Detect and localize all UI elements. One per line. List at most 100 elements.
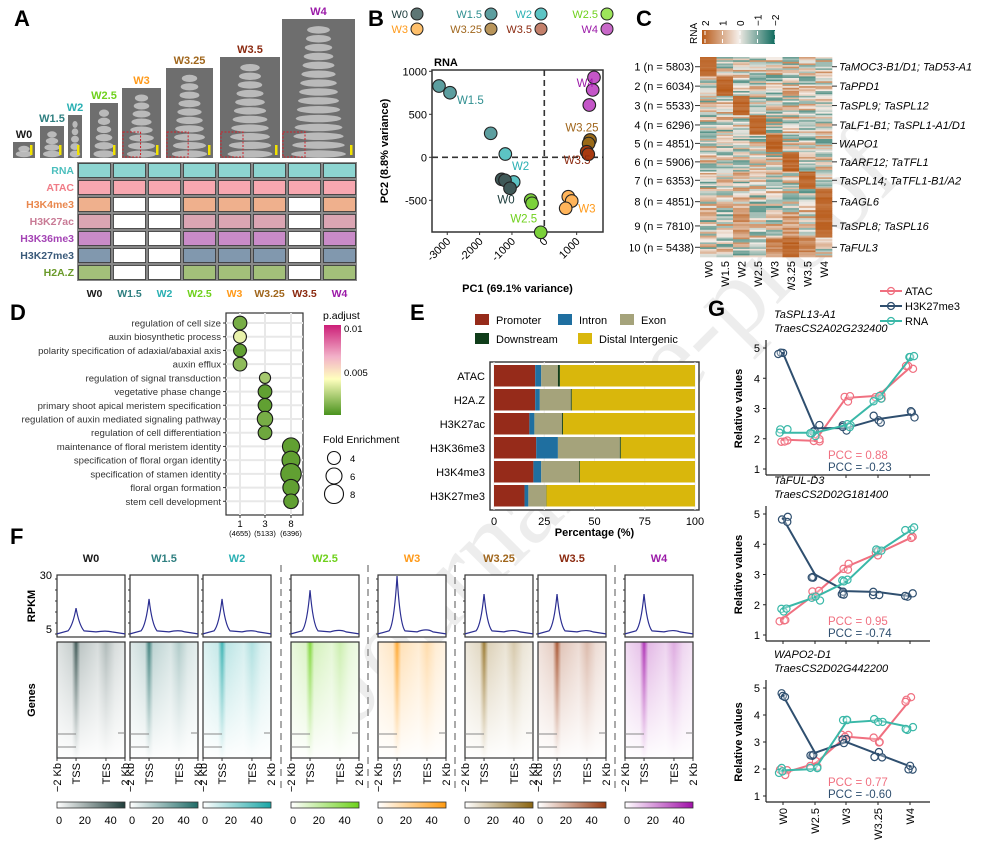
heatmap-cell xyxy=(766,110,783,113)
heatmap-cell xyxy=(749,252,767,255)
cluster-label: 1 (n = 5803) xyxy=(634,62,694,74)
x-tick-sublabel: (4655) xyxy=(229,529,251,538)
heatmap-cell xyxy=(749,247,767,250)
color-legend-bar xyxy=(324,325,341,415)
y-axis-title: PC2 (8.8% variance) xyxy=(379,98,391,203)
heatmap-cell xyxy=(782,218,800,221)
heatmap-cell xyxy=(782,178,800,181)
cluster-label: 3 (n = 5533) xyxy=(634,101,694,113)
heatmap-cell xyxy=(799,197,816,200)
spike-ridge xyxy=(134,94,149,102)
heatmap-cell xyxy=(815,118,833,121)
heatmap-cell xyxy=(733,233,750,236)
scale-bar xyxy=(275,145,278,155)
legend-item-w2-5: W2.5 xyxy=(572,7,614,21)
heatmap-cell xyxy=(749,205,767,209)
heatmap-cell xyxy=(766,92,783,95)
heatmap-cell xyxy=(716,195,734,198)
spike-ridge xyxy=(171,150,208,158)
heatmap-cell xyxy=(766,146,783,149)
spike-ridge xyxy=(176,116,203,124)
heatmap-cell xyxy=(749,187,767,190)
heatmap-cell xyxy=(799,245,816,248)
assay-cell-present xyxy=(148,163,181,178)
heatmap-cell xyxy=(733,141,750,144)
heatmap-cell xyxy=(799,203,816,207)
column-label: W1.5 xyxy=(720,261,732,287)
x-tick-label: -3000 xyxy=(425,236,453,264)
heatmap-cell xyxy=(799,155,816,158)
heatmap-cell xyxy=(799,143,816,146)
assay-cell-present xyxy=(148,180,181,195)
replicate-point-rna xyxy=(806,429,815,438)
heatmap-cell xyxy=(700,160,717,163)
heatmap-cell xyxy=(782,120,800,123)
spike-ridge xyxy=(228,141,272,150)
heatmap-cell xyxy=(733,99,750,101)
heatmap-cell xyxy=(799,73,816,76)
heatmap-cell xyxy=(733,227,750,231)
x-tick-label: TSS xyxy=(552,763,564,784)
heatmap-cell xyxy=(799,247,816,250)
heatmap-cell xyxy=(716,118,734,121)
legend-item-w3: W3 xyxy=(392,22,424,36)
heatmap-cell xyxy=(815,229,833,233)
heatmap-cell xyxy=(799,239,816,242)
heatmap-cell xyxy=(716,178,734,181)
heatmap-cell xyxy=(766,201,783,205)
heatmap-cell xyxy=(749,115,767,118)
heatmap-cell xyxy=(749,191,767,194)
heatmap-cell xyxy=(749,68,767,71)
colorbar xyxy=(202,801,272,809)
size-legend-circle xyxy=(323,483,345,505)
assay-cell-present xyxy=(253,197,286,212)
heatmap-cell xyxy=(700,79,717,82)
heatmap-cell xyxy=(716,105,734,108)
go-term-label: maintenance of floral meristem identity xyxy=(57,442,221,453)
heatmap-cell xyxy=(799,146,816,149)
x-tick-label: −2 Kb xyxy=(373,763,385,792)
heatmap-cell xyxy=(815,144,833,147)
heatmap-cell xyxy=(782,177,800,180)
spike-ridge xyxy=(44,144,60,151)
heatmap-cell xyxy=(716,92,734,95)
heatmap-cell xyxy=(799,74,816,77)
mean-point xyxy=(844,721,848,724)
heatmap-cell xyxy=(749,139,767,141)
assay-cell-present xyxy=(78,197,111,212)
heatmap-cell xyxy=(782,166,800,169)
heatmap-cell xyxy=(766,203,783,207)
heatmap-cell xyxy=(700,74,717,77)
heatmap-cell xyxy=(700,84,717,87)
heatmap-cell xyxy=(799,147,816,150)
heatmap-cell xyxy=(782,222,800,225)
heatmap-cell xyxy=(799,134,816,137)
heatmap-cell xyxy=(700,153,717,156)
heatmap-cell xyxy=(733,108,750,111)
colorbar-tick-label: 0 xyxy=(624,815,630,827)
heatmap-cell xyxy=(733,69,750,72)
heatmap-frame xyxy=(202,641,272,759)
heatmap-cell xyxy=(700,68,717,71)
heatmap-cell xyxy=(766,152,783,155)
replicate-point-atac xyxy=(845,391,855,401)
heatmap-cell xyxy=(782,149,800,151)
legend-item-atac: ATAC xyxy=(880,286,933,298)
heatmap-cell xyxy=(700,137,717,140)
heatmap-cell xyxy=(766,184,783,187)
heatmap-cell xyxy=(815,121,833,124)
bar-segment-distal-intergenic xyxy=(546,485,695,507)
heatmap-cell xyxy=(815,157,833,159)
spike-ridge xyxy=(179,91,200,99)
mean-point xyxy=(844,565,848,569)
heatmap-cell xyxy=(782,100,800,103)
replicate-point-rna xyxy=(873,717,883,727)
heatmap-cell xyxy=(700,110,717,113)
bar-segment-intron xyxy=(524,485,529,507)
heatmap-cell xyxy=(815,71,833,74)
y-tick-label: 3 xyxy=(754,404,760,416)
stage-label-top: W4 xyxy=(310,6,327,18)
heatmap-cell xyxy=(799,113,816,116)
assay-label: RNA xyxy=(51,165,74,177)
legend-label: W3.25 xyxy=(450,24,482,36)
